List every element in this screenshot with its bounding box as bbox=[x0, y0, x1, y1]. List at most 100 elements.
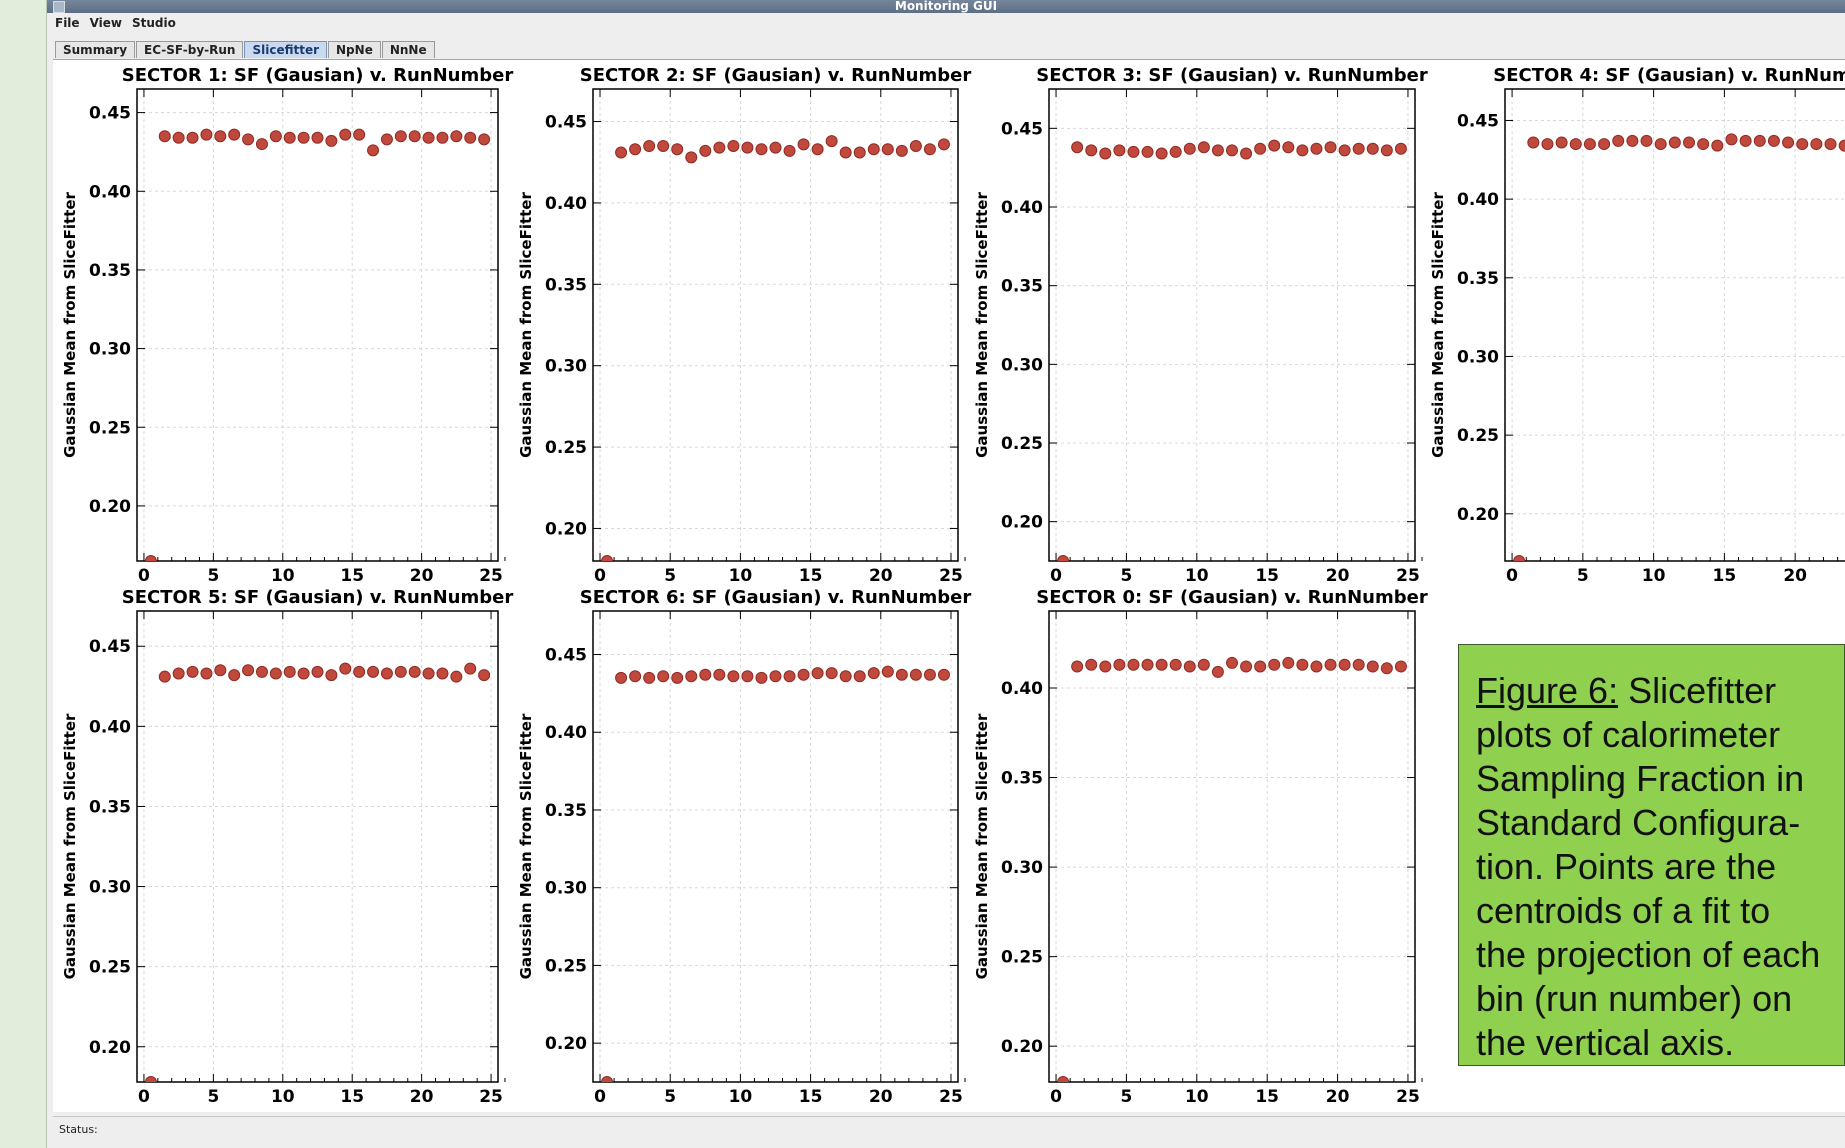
tab-summary[interactable]: Summary bbox=[55, 41, 136, 58]
data-point bbox=[867, 143, 880, 156]
data-point bbox=[1085, 658, 1098, 671]
sector-plot-6: 0 5 10 15 20 25 0.20 0.25 0.30 0.35 0.40 SECTOR 0: … bbox=[973, 587, 1428, 1107]
data-point bbox=[1169, 145, 1182, 158]
data-point bbox=[1141, 145, 1154, 158]
x-tick-label: 25 bbox=[939, 1087, 963, 1107]
data-point bbox=[1640, 134, 1653, 147]
plot-frame bbox=[592, 610, 959, 1083]
data-point bbox=[1711, 139, 1724, 152]
plot-frame bbox=[136, 88, 499, 562]
menu-studio[interactable]: Studio bbox=[131, 16, 176, 30]
data-point bbox=[394, 130, 407, 143]
data-point bbox=[811, 667, 824, 680]
data-point bbox=[1810, 138, 1823, 151]
y-tick-label: 0.25 bbox=[1457, 426, 1499, 446]
y-tick-label: 0.30 bbox=[89, 878, 131, 898]
data-point bbox=[269, 130, 282, 143]
plot-frame bbox=[592, 88, 959, 562]
data-point bbox=[1725, 133, 1738, 146]
y-axis-label: Gaussian Mean from SliceFitter bbox=[61, 192, 79, 458]
title-bar[interactable]: Monitoring GUI bbox=[47, 0, 1845, 13]
data-point bbox=[158, 130, 171, 143]
data-point bbox=[1155, 147, 1168, 160]
tab-slicefitter[interactable]: Slicefitter bbox=[244, 41, 328, 58]
data-point bbox=[242, 664, 255, 677]
data-point bbox=[436, 667, 449, 680]
data-points bbox=[601, 135, 950, 561]
data-point bbox=[1310, 660, 1323, 673]
plot-title: SECTOR 2: SF (Gausian) v. RunNumber bbox=[580, 65, 972, 86]
data-point bbox=[657, 139, 670, 152]
y-tick-label: 0.35 bbox=[545, 801, 587, 821]
data-point bbox=[1527, 136, 1540, 149]
data-point bbox=[1113, 658, 1126, 671]
sector-plots-svg: 0 5 10 15 20 25 0.20 0.25 0.30 0.35 0.40 0.45 SECTOR… bbox=[61, 65, 1845, 1107]
plot-canvas-panel[interactable]: 0 5 10 15 20 25 0.20 0.25 0.30 0.35 0.40 0.45 SECTOR… bbox=[53, 59, 1845, 1112]
data-point bbox=[909, 668, 922, 681]
y-tick-label: 0.30 bbox=[1001, 355, 1043, 375]
caption-body: Slicefitter plots of calorimeter Samplin… bbox=[1476, 670, 1821, 1063]
tab-ec-sf-by-run[interactable]: EC-SF-by-Run bbox=[136, 41, 244, 58]
y-tick-label: 0.30 bbox=[545, 357, 587, 377]
data-points bbox=[144, 662, 491, 1082]
x-tick-label: 0 bbox=[594, 566, 606, 586]
data-point bbox=[1824, 138, 1837, 151]
y-tick-label: 0.40 bbox=[1457, 190, 1499, 210]
data-point bbox=[1226, 144, 1238, 157]
menu-file[interactable]: File bbox=[55, 16, 80, 30]
data-point bbox=[1683, 136, 1695, 149]
data-point bbox=[394, 665, 407, 678]
y-axis-label: Gaussian Mean from SliceFitter bbox=[973, 192, 991, 458]
y-tick-label: 0.20 bbox=[545, 519, 587, 539]
data-point bbox=[727, 139, 740, 152]
y-tick-label: 0.35 bbox=[1001, 277, 1043, 297]
menu-view[interactable]: View bbox=[89, 16, 122, 30]
data-point bbox=[436, 131, 449, 144]
sector-plot-2: 0 5 10 15 20 25 0.20 0.25 0.30 0.35 0.40 0.45 SECTOR… bbox=[973, 65, 1428, 586]
data-point bbox=[1071, 660, 1084, 673]
data-point bbox=[1127, 145, 1140, 158]
data-point bbox=[937, 668, 950, 681]
data-point bbox=[1240, 147, 1253, 160]
tab-npne[interactable]: NpNe bbox=[328, 41, 381, 58]
y-tick-label: 0.40 bbox=[1001, 198, 1043, 218]
x-tick-label: 5 bbox=[664, 566, 676, 586]
data-point bbox=[825, 135, 838, 148]
data-point bbox=[1197, 141, 1210, 154]
data-point bbox=[367, 144, 380, 157]
y-tick-label: 0.35 bbox=[89, 261, 131, 281]
data-point bbox=[1113, 144, 1126, 157]
y-tick-label: 0.20 bbox=[1001, 1037, 1043, 1057]
data-point bbox=[214, 130, 227, 143]
data-point bbox=[450, 670, 463, 683]
data-point bbox=[1352, 658, 1365, 671]
x-tick-label: 5 bbox=[1121, 566, 1133, 586]
data-point bbox=[325, 669, 338, 682]
x-tick-label: 20 bbox=[869, 1087, 893, 1107]
data-point bbox=[685, 670, 698, 683]
x-tick-label: 25 bbox=[939, 566, 963, 586]
caption-heading: Figure 6: bbox=[1476, 670, 1619, 711]
data-point bbox=[172, 667, 185, 680]
data-points bbox=[601, 665, 950, 1082]
data-point bbox=[144, 555, 157, 561]
y-tick-label: 0.45 bbox=[545, 646, 587, 666]
data-point bbox=[769, 141, 782, 154]
data-point bbox=[1394, 660, 1407, 673]
data-point bbox=[1226, 656, 1238, 669]
data-point bbox=[615, 146, 628, 159]
window-title: Monitoring GUI bbox=[894, 0, 998, 13]
data-point bbox=[478, 133, 491, 146]
data-point bbox=[1541, 138, 1554, 151]
data-point bbox=[1240, 660, 1253, 673]
desktop-background-strip bbox=[0, 0, 47, 1148]
app-icon[interactable] bbox=[53, 1, 65, 13]
x-tick-label: 25 bbox=[479, 1087, 503, 1107]
y-axis-label: Gaussian Mean from SliceFitter bbox=[973, 713, 991, 979]
data-point bbox=[1838, 139, 1845, 152]
tab-nnne[interactable]: NnNe bbox=[381, 41, 435, 58]
data-point bbox=[811, 143, 824, 156]
data-point bbox=[699, 668, 712, 681]
data-point bbox=[629, 143, 642, 156]
data-point bbox=[1183, 142, 1196, 155]
